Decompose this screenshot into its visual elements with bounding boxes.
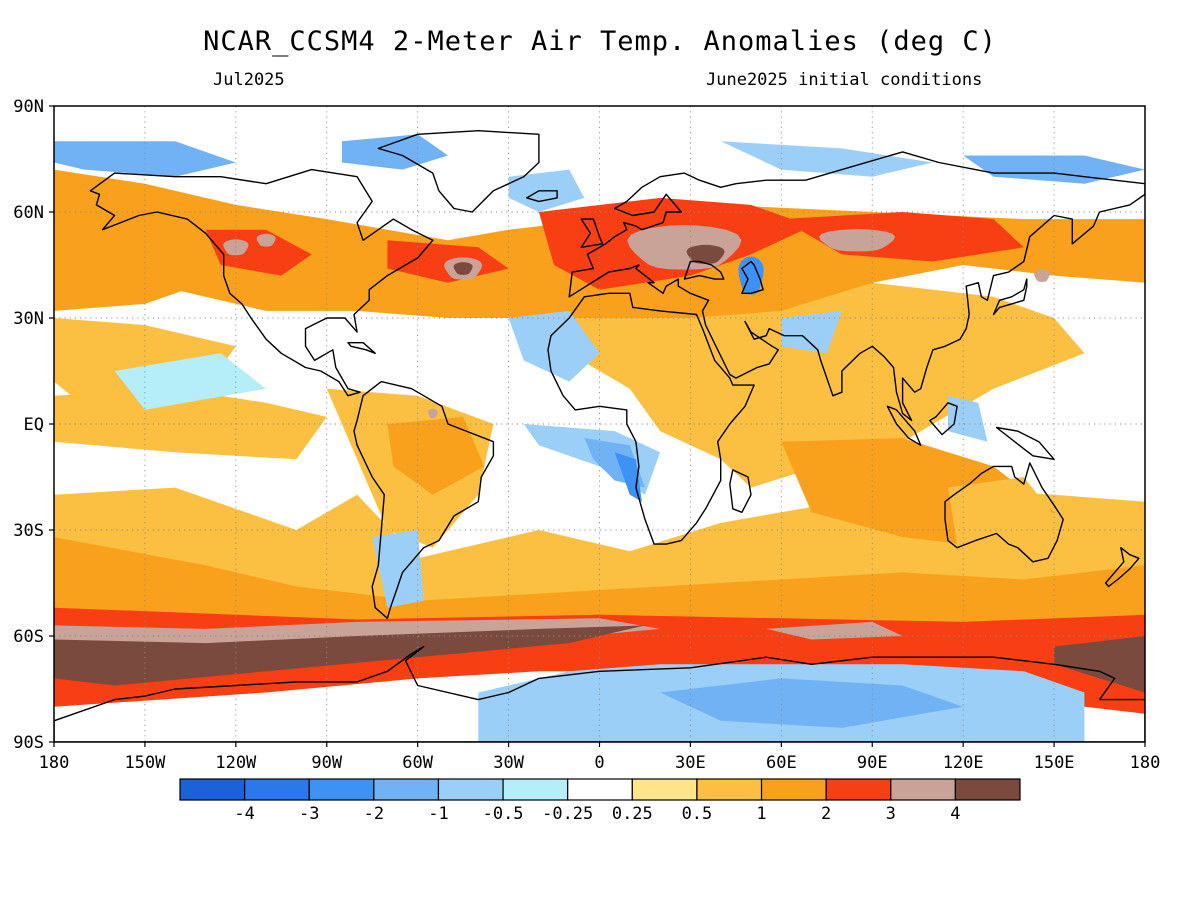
coastline-great-britain <box>580 218 604 248</box>
anomaly-area <box>781 310 842 354</box>
anomaly-hotspot <box>428 408 438 419</box>
anomaly-area <box>614 452 642 502</box>
anomaly-area <box>387 416 485 495</box>
colorbar-swatch <box>567 778 633 801</box>
lon-tick-label: 30E <box>675 753 706 773</box>
coastline-australia <box>944 462 1064 563</box>
coastline-borneo <box>929 402 958 436</box>
coastline-japan <box>992 278 1028 316</box>
anomaly-area <box>54 625 645 686</box>
coastline-new-guinea <box>995 426 1055 460</box>
lon-tick-label: 180 <box>1130 753 1161 773</box>
lat-tick-label: 90N <box>13 97 44 117</box>
gridlines <box>54 106 1145 742</box>
anomaly-area <box>508 310 600 382</box>
lon-tick-label: 60W <box>402 753 433 773</box>
anomaly-area <box>766 621 903 640</box>
colorbar-label: -2 <box>364 804 384 824</box>
forecast-month-label: Jul2025 <box>213 70 285 90</box>
chart-title: NCAR_CCSM4 2-Meter Air Temp. Anomalies (… <box>203 26 997 57</box>
colorbar-swatch <box>825 778 892 801</box>
lat-tick-label: 60N <box>13 203 44 223</box>
initial-conditions-label: June2025 initial conditions <box>706 70 983 90</box>
anomaly-hotspot <box>453 262 473 275</box>
anomaly-hotspot <box>686 244 725 264</box>
colorbar-swatch <box>308 778 375 801</box>
coastline-africa <box>547 292 755 545</box>
anomaly-area <box>54 261 206 311</box>
colorbar-swatch <box>631 778 698 801</box>
coastline-caspian-sea <box>741 260 764 294</box>
colorbar-label: -0.5 <box>483 804 524 824</box>
anomaly-area <box>569 275 1085 488</box>
colorbar-swatch <box>437 778 504 801</box>
coastline-south-america <box>353 380 495 619</box>
colorbar-label: 0.25 <box>612 804 653 824</box>
colorbar-swatch <box>890 778 956 801</box>
colorbar-swatch <box>696 778 763 801</box>
anomaly-hotspot <box>819 229 896 252</box>
lon-tick-label: 150E <box>1034 753 1075 773</box>
lon-tick-label: 120W <box>215 753 257 773</box>
lon-tick-label: 120E <box>943 753 984 773</box>
anomaly-shading <box>54 134 1145 742</box>
colorbar: -4 -3 -2 -1 -0.5 -0.25 0.25 0.5 1 2 3 4 <box>179 778 1021 824</box>
coastline-cuba <box>347 342 376 354</box>
lat-tick-label: EQ <box>24 415 44 435</box>
lon-tick-label: 30W <box>493 753 524 773</box>
colorbar-label: -1 <box>428 804 448 824</box>
coastline-north-america <box>89 168 434 397</box>
colorbar-label: 4 <box>950 804 960 824</box>
anomaly-area <box>948 477 1061 559</box>
colorbar-label: -0.25 <box>542 804 593 824</box>
colorbar-swatch <box>760 778 827 801</box>
lon-tick-label: 180 <box>39 753 70 773</box>
colorbar-swatch <box>373 778 440 801</box>
lon-tick-label: 90E <box>857 753 888 773</box>
colorbar-label: 0.5 <box>682 804 713 824</box>
lon-tick-label: 90W <box>311 753 342 773</box>
lon-tick-label: 0 <box>594 753 604 773</box>
anomaly-hotspot <box>256 233 276 247</box>
anomaly-area <box>948 395 988 442</box>
lat-tick-label: 60S <box>13 627 44 647</box>
coastline-iceland <box>526 190 558 203</box>
map-plot-area <box>54 106 1145 742</box>
colorbar-label: 3 <box>886 804 896 824</box>
lon-tick-label: 60E <box>766 753 797 773</box>
colorbar-label: -4 <box>234 804 254 824</box>
anomaly-area <box>114 353 267 410</box>
anomaly-hotspot <box>1034 269 1050 282</box>
coastline-black-sea <box>683 260 725 280</box>
lon-tick-label: 150W <box>124 753 166 773</box>
anomaly-area <box>720 141 933 177</box>
colorbar-label: -3 <box>299 804 319 824</box>
coastline-eurasia <box>568 151 1145 422</box>
coastline-greenland <box>377 130 540 213</box>
lat-tick-label: 30N <box>13 309 44 329</box>
anomaly-area <box>372 530 424 608</box>
coastline-antarctica <box>54 645 1145 742</box>
lat-tick-label: 90S <box>13 733 44 753</box>
anomaly-area <box>1054 636 1145 693</box>
colorbar-swatch <box>502 778 569 801</box>
lat-tick-label: 30S <box>13 521 44 541</box>
colorbar-swatch <box>244 778 310 801</box>
colorbar-swatch <box>954 778 1021 801</box>
coastline-sumatra <box>886 405 922 446</box>
anomaly-area <box>341 134 448 170</box>
colorbar-swatch <box>179 778 246 801</box>
anomaly-area <box>660 678 964 728</box>
coastlines <box>54 130 1145 742</box>
colorbar-label: 1 <box>756 804 766 824</box>
colorbar-label: 2 <box>821 804 831 824</box>
coastline-new-zealand <box>1104 547 1140 588</box>
coastline-madagascar <box>729 469 752 513</box>
